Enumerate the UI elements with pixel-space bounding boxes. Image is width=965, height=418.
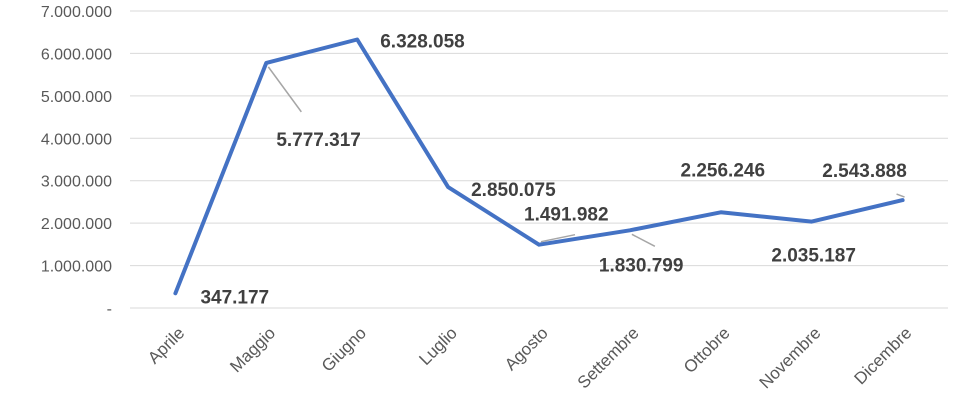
x-tick-label: Novembre (756, 323, 825, 392)
x-tick-label: Giugno (318, 323, 370, 375)
x-tick-label: Maggio (226, 323, 279, 376)
x-tick-label: Luglio (415, 323, 461, 369)
y-tick-label: - (107, 301, 112, 318)
data-label: 2.256.246 (681, 160, 766, 181)
data-label-leader-lines (267, 66, 905, 247)
data-label: 6.328.058 (380, 32, 465, 53)
y-tick-label: 2.000.000 (41, 216, 112, 233)
x-tick-label: Dicembre (851, 323, 916, 388)
leader-line (267, 66, 302, 113)
x-axis-tick-labels: Aprile Maggio Giugno Luglio Agosto Settembre O… (144, 323, 915, 392)
series-line (173, 37, 905, 296)
data-label: 5.777.317 (276, 130, 361, 151)
gridlines (130, 10, 948, 309)
leader-line (631, 233, 656, 247)
x-tick-label: Aprile (144, 323, 188, 367)
x-tick-label: Settembre (574, 323, 643, 392)
x-tick-label: Ottobre (680, 323, 734, 377)
data-label: 1.830.799 (599, 255, 684, 276)
leader-line (896, 193, 905, 198)
y-tick-label: 3.000.000 (41, 174, 112, 191)
data-label: 2.543.888 (822, 161, 907, 182)
data-label: 2.850.075 (471, 180, 556, 201)
y-tick-label: 4.000.000 (41, 131, 112, 148)
y-tick-label: 6.000.000 (41, 46, 112, 63)
y-tick-label: 5.000.000 (41, 89, 112, 106)
data-labels: 347.177 5.777.317 6.328.058 2.850.075 1.491.… (200, 32, 906, 309)
leader-line (540, 233, 576, 243)
data-label: 2.035.187 (771, 246, 856, 267)
data-label: 1.491.982 (524, 205, 609, 226)
data-label: 347.177 (200, 287, 269, 308)
y-tick-label: 7.000.000 (41, 4, 112, 21)
y-axis-tick-labels: - 1.000.000 2.000.000 3.000.000 4.000.000 5.0… (41, 4, 112, 318)
y-tick-label: 1.000.000 (41, 259, 112, 276)
x-tick-label: Agosto (501, 323, 552, 374)
